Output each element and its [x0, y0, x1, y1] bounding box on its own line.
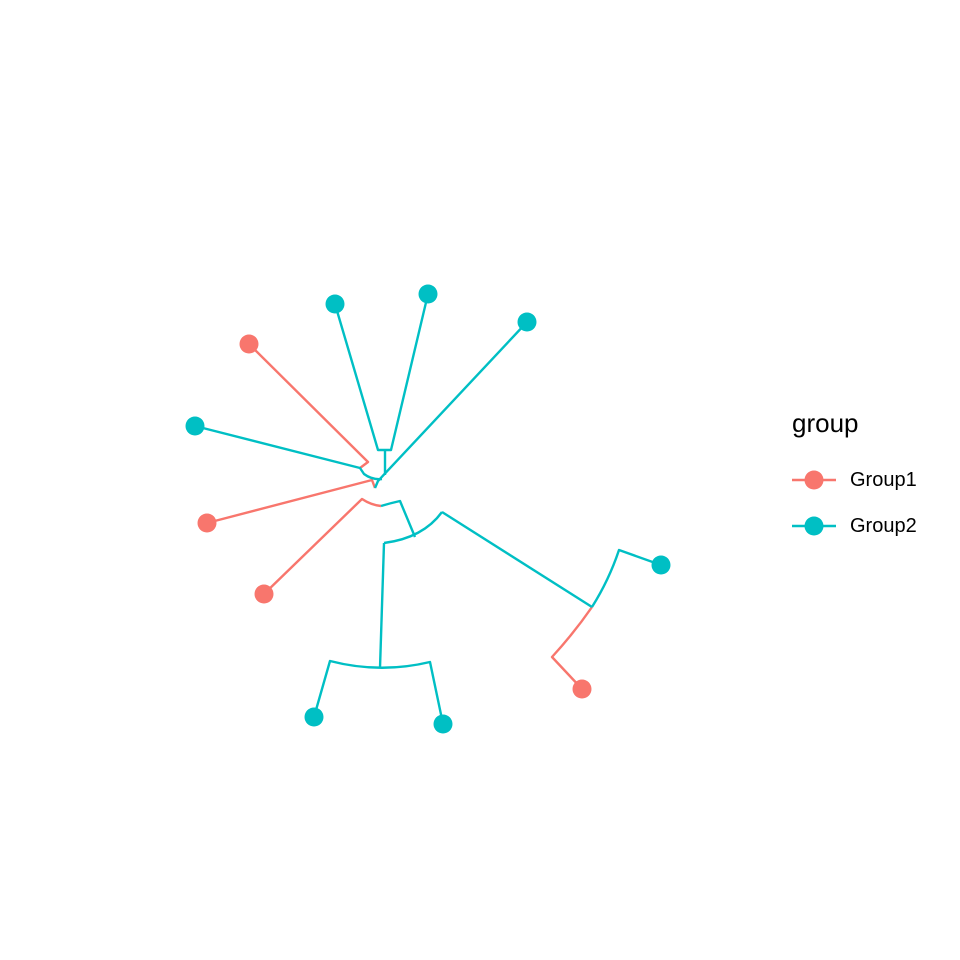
legend: group Group1 Group2: [792, 408, 917, 549]
branch-to-bottom-clade: [378, 542, 386, 669]
branch-tip-teal-left: [194, 424, 383, 481]
tip-point-group2: [418, 284, 438, 304]
tip-point-group2: [433, 714, 453, 734]
tip-point-group2: [325, 294, 345, 314]
legend-item-group2: Group2: [792, 503, 917, 549]
branch-tip-teal-top-right: [373, 321, 528, 489]
branch-tip-red-lower-left: [263, 497, 382, 595]
tip-point-group2: [304, 707, 324, 727]
branches: [194, 293, 662, 725]
tip-point-group2: [185, 416, 205, 436]
branch-to-right-clade: [441, 510, 593, 609]
branch-inner-arc: [383, 511, 443, 545]
legend-label-group2: Group2: [850, 514, 917, 537]
branch-tip-red-right: [550, 606, 593, 690]
branch-bottom-clade: [312, 659, 445, 725]
tip-point-group1: [572, 679, 592, 699]
tip-points: [185, 284, 671, 734]
legend-item-group1: Group1: [792, 457, 917, 503]
branch-tip-red-upper-left: [248, 343, 370, 469]
tip-point-group2: [517, 312, 537, 332]
branch-tip-teal-top-1: [333, 293, 430, 452]
tip-point-group1: [239, 334, 259, 354]
tip-point-group1: [197, 513, 217, 533]
tip-point-group2: [651, 555, 671, 575]
legend-key-group2: [792, 516, 836, 536]
branch-right-clade: [590, 548, 662, 608]
tip-point-group1: [254, 584, 274, 604]
legend-label-group1: Group1: [850, 468, 917, 491]
branch-tip-red-left: [206, 478, 377, 525]
branch-inner-spine: [380, 499, 417, 538]
legend-title: group: [792, 408, 859, 438]
legend-key-group1: [792, 470, 836, 490]
